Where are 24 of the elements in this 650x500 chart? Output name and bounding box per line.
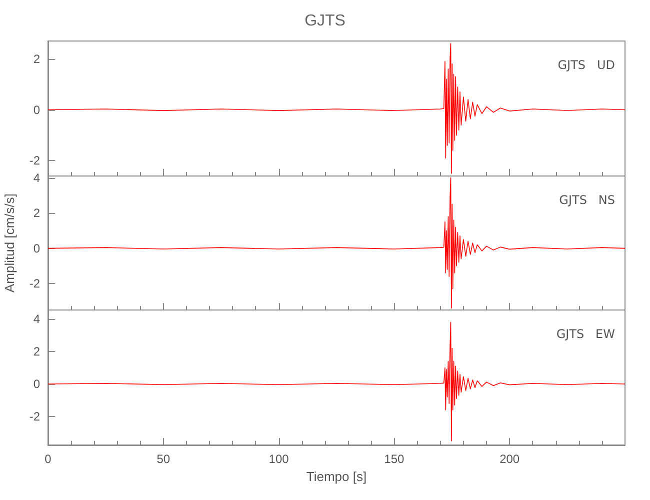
y-axis-title: Amplitud [cm/s/s] — [2, 194, 17, 292]
annotation: GJTS UD — [558, 58, 616, 72]
y-tick-label: 4 — [33, 170, 40, 185]
y-tick-label: 0 — [33, 102, 40, 117]
x-tick-label: 50 — [156, 452, 170, 466]
y-tick-label: 0 — [33, 241, 40, 256]
y-tick-label: -2 — [29, 154, 40, 168]
y-tick-label: 2 — [33, 344, 40, 358]
y-tick-label: 2 — [33, 206, 40, 220]
line-series — [48, 322, 626, 442]
annotation: GJTS NS — [559, 193, 616, 207]
y-tick-label: 0 — [33, 377, 40, 392]
x-tick-label: 0 — [44, 452, 52, 466]
y-tick-label: 2 — [33, 52, 40, 66]
y-tick-label: 4 — [33, 312, 40, 326]
chart-title: GJTS — [304, 12, 346, 30]
x-tick-label: 100 — [268, 452, 290, 466]
x-tick-label: 150 — [384, 452, 405, 466]
y-tick-label: -2 — [29, 410, 40, 424]
line-series — [48, 43, 626, 174]
annotation: GJTS EW — [556, 327, 616, 341]
x-axis-title: Tiempo [s] — [306, 468, 367, 484]
y-tick-label: -2 — [29, 276, 40, 291]
x-tick-label: 200 — [500, 452, 520, 466]
